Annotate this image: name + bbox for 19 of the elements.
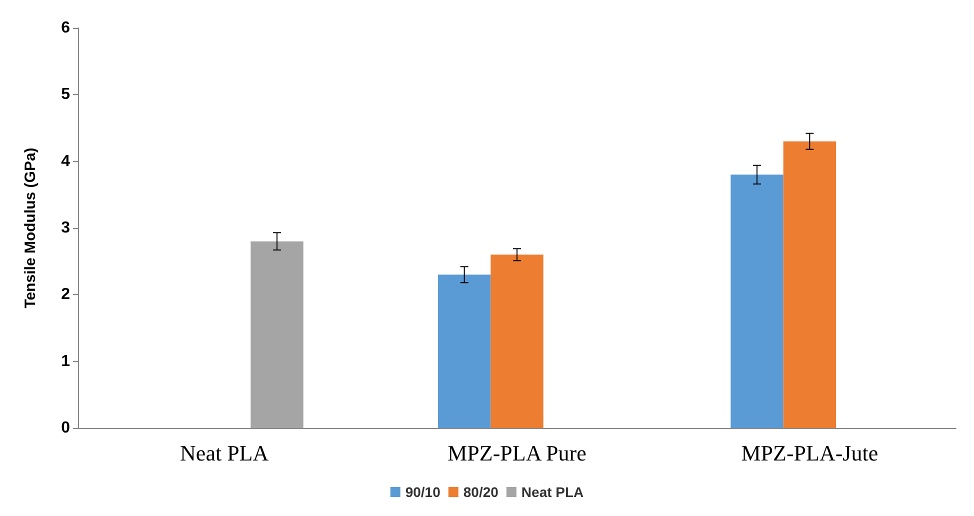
bar <box>250 241 304 428</box>
y-tick-label: 1 <box>61 352 70 370</box>
y-tick-label: 4 <box>61 152 70 170</box>
x-tick-label: MPZ-PLA-Jute <box>741 440 878 466</box>
y-tick-label: 6 <box>61 20 70 36</box>
y-tick-label: 3 <box>61 220 70 236</box>
legend-label: 90/10 <box>405 484 441 500</box>
x-tick-label: MPZ-PLA Pure <box>448 440 586 466</box>
y-tick-label: 2 <box>61 286 70 304</box>
legend-label: Neat PLA <box>521 484 584 500</box>
y-axis-title: Tensile Modulus (GPa) <box>22 148 39 308</box>
bar <box>490 254 544 428</box>
y-tick-label: 5 <box>61 86 70 104</box>
y-tick-label: 0 <box>61 420 70 436</box>
bar <box>438 274 491 428</box>
bar <box>783 141 836 428</box>
legend-label: 80/20 <box>463 484 499 500</box>
bar <box>730 174 784 428</box>
x-tick-label: Neat PLA <box>180 440 269 466</box>
